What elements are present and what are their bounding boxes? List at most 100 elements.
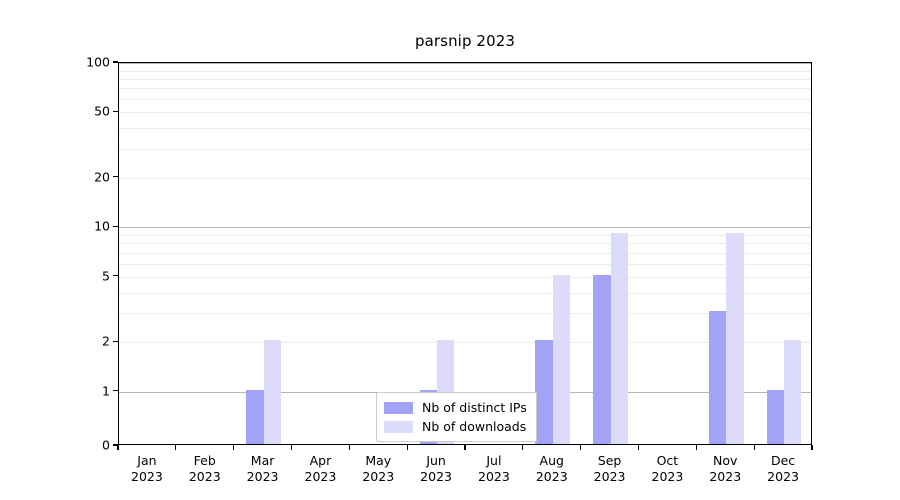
gridline-minor	[119, 313, 811, 315]
x-axis-tick-label: Feb 2023	[189, 453, 221, 485]
x-axis-tick-label: Sep 2023	[594, 453, 626, 485]
x-axis-tick-mark	[290, 445, 293, 450]
bar-downloads	[726, 232, 744, 444]
x-axis-tick-label-month: Dec	[770, 453, 796, 468]
x-axis-tick-label: Mar 2023	[247, 453, 279, 485]
gridline-major	[119, 227, 811, 229]
x-axis-tick-mark	[117, 445, 119, 450]
x-axis-tick-label-year: 2023	[651, 469, 684, 484]
x-axis-tick-label-year: 2023	[478, 469, 510, 484]
x-axis-tick-label-month: Apr	[309, 453, 332, 468]
x-axis-tick-label-month: Nov	[713, 453, 738, 468]
bar-distinct-ips	[766, 389, 785, 444]
x-axis-tick-mark	[811, 445, 813, 450]
legend-label-downloads: Nb of downloads	[422, 419, 527, 434]
bar-distinct-ips	[708, 311, 727, 444]
x-axis-tick-mark	[695, 445, 697, 450]
x-axis-tick-label: May 2023	[362, 453, 394, 485]
x-axis-tick-label-year: 2023	[767, 469, 799, 484]
bar-distinct-ips	[535, 340, 553, 444]
x-axis-tick-mark	[580, 445, 582, 450]
x-axis-tick-mark	[233, 445, 235, 450]
bar-downloads	[552, 274, 571, 444]
x-axis-tick-label-year: 2023	[188, 469, 221, 484]
bar-distinct-ips	[593, 274, 611, 444]
x-axis-tick-label-month: Mar	[250, 453, 275, 468]
x-axis-tick-label: Nov 2023	[709, 453, 741, 485]
legend-label-distinct-ips: Nb of distinct IPs	[422, 400, 527, 415]
gridline-minor	[119, 88, 811, 90]
y-axis-tick-mark	[113, 340, 118, 342]
gridline-minor	[119, 243, 811, 245]
bar-downloads	[263, 340, 281, 444]
x-axis-tick-label-month: Oct	[656, 453, 679, 468]
y-axis-tick-label: 5	[102, 268, 110, 284]
x-axis-tick-label: Dec 2023	[767, 453, 799, 485]
x-axis-tick-mark	[637, 445, 640, 450]
x-axis-tick-label-year: 2023	[420, 469, 452, 484]
x-axis-tick-mark	[464, 445, 466, 450]
x-axis-tick-label: Apr 2023	[305, 453, 337, 485]
gridline-major	[119, 112, 811, 114]
bar-distinct-ips	[246, 389, 264, 444]
x-axis-tick-label: Jan 2023	[131, 453, 163, 485]
x-axis-tick-mark	[175, 445, 177, 450]
x-axis-tick-label-year: 2023	[593, 469, 626, 484]
y-axis-tick-mark	[113, 176, 118, 178]
y-axis-tick-label: 20	[94, 169, 110, 185]
y-axis-tick-mark	[113, 61, 118, 63]
gridline-minor	[119, 78, 811, 80]
y-axis-tick-mark	[113, 225, 118, 227]
chart-legend: Nb of distinct IPs Nb of downloads	[376, 392, 537, 442]
gridline-minor	[119, 263, 811, 265]
gridline-minor	[119, 128, 811, 130]
gridline-major	[119, 342, 811, 344]
x-axis-tick-label: Oct 2023	[652, 453, 684, 485]
y-axis-tick-mark	[113, 275, 118, 277]
gridline-minor	[119, 292, 811, 294]
x-axis-tick-mark	[348, 445, 350, 450]
x-axis-tick-label-month: Jul	[486, 453, 502, 468]
x-axis-tick-label: Aug 2023	[536, 453, 568, 485]
x-axis-tick-label-year: 2023	[304, 469, 337, 484]
x-axis-tick-mark	[406, 445, 408, 450]
x-axis-tick-label-month: Feb	[193, 453, 216, 468]
gridline-minor	[119, 99, 811, 101]
gridline-major	[119, 177, 811, 179]
x-axis-tick-label-year: 2023	[709, 469, 742, 484]
x-axis-tick-label-year: 2023	[131, 469, 163, 484]
plot-area	[118, 62, 812, 445]
gridline-minor	[119, 234, 811, 236]
x-axis-tick-label-month: Jan	[137, 453, 157, 468]
y-axis-tick-mark	[113, 389, 118, 392]
x-axis-tick-label-year: 2023	[362, 469, 395, 484]
x-axis-tick-label: Jul 2023	[478, 453, 510, 485]
gridline-major	[119, 276, 811, 278]
bar-downloads	[784, 340, 802, 444]
y-axis-tick-label: 10	[94, 218, 110, 234]
y-axis-tick-label: 2	[102, 333, 110, 349]
bar-group-container	[119, 63, 811, 444]
x-axis-tick-label-month: Aug	[539, 453, 564, 468]
y-axis-tick-label: 0	[102, 437, 110, 453]
gridline-major	[119, 63, 811, 64]
x-axis-tick-label-month: Jun	[426, 453, 446, 468]
legend-swatch-icon-distinct-ips	[384, 401, 413, 414]
x-axis-tick-label-month: Sep	[597, 453, 622, 468]
x-axis-tick-label-year: 2023	[246, 469, 279, 484]
y-axis-tick-label: 50	[94, 103, 110, 119]
legend-item-distinct-ips: Nb of distinct IPs	[384, 398, 527, 417]
gridline-minor	[119, 148, 811, 150]
y-axis-tick-label: 1	[102, 383, 110, 399]
x-axis-tick-mark	[753, 445, 755, 450]
gridline-minor	[119, 252, 811, 254]
gridline-minor	[119, 70, 811, 72]
y-axis-tick-mark	[113, 444, 118, 446]
x-axis-tick-mark	[522, 445, 524, 450]
chart-title: parsnip 2023	[414, 32, 516, 50]
x-axis-tick-label-year: 2023	[535, 469, 568, 484]
legend-item-downloads: Nb of downloads	[384, 417, 527, 436]
x-axis-tick-label-month: May	[365, 453, 392, 468]
legend-swatch-icon-downloads	[384, 420, 413, 433]
